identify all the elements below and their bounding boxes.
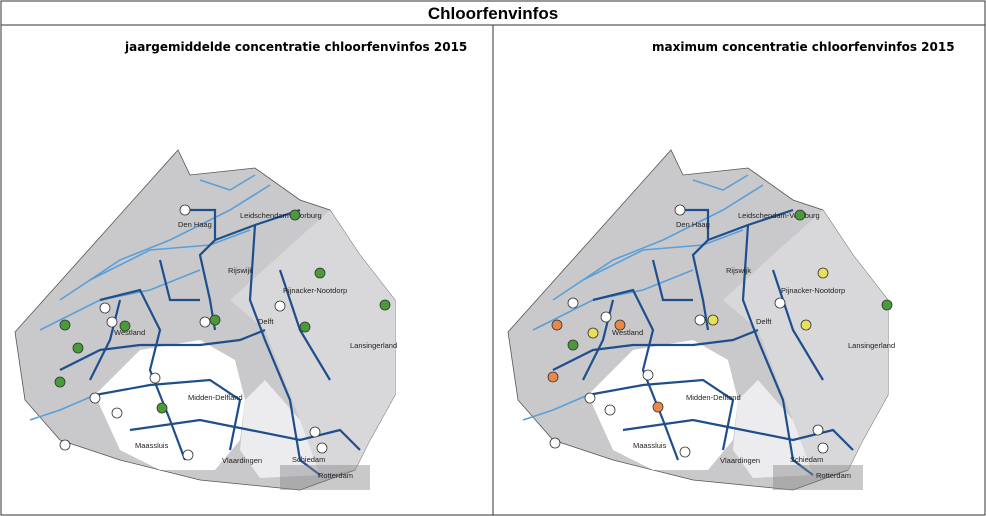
station <box>652 401 664 413</box>
station <box>774 297 786 309</box>
station <box>587 327 599 339</box>
station <box>149 372 161 384</box>
place-label: Delft <box>756 317 772 326</box>
place-label: Midden-Delfland <box>686 393 741 402</box>
place-label: Schiedam <box>292 455 325 464</box>
place-label: Den Haag <box>676 220 710 229</box>
station <box>604 404 616 416</box>
station <box>59 439 71 451</box>
place-label: Schiedam <box>790 455 823 464</box>
place-label: Vlaardingen <box>222 456 262 465</box>
station <box>119 320 131 332</box>
station <box>179 204 191 216</box>
station <box>209 314 221 326</box>
station <box>694 314 706 326</box>
place-label: Leidschendam-Voorburg <box>738 211 820 220</box>
place-label: Leidschendam-Voorburg <box>240 211 322 220</box>
place-label: Rijswijk <box>228 266 253 275</box>
station <box>794 209 806 221</box>
station <box>182 449 194 461</box>
place-label: Midden-Delfland <box>188 393 243 402</box>
title: Chloorfenvinfos <box>428 4 558 23</box>
station <box>800 319 812 331</box>
station <box>89 392 101 404</box>
place-label: Westland <box>114 328 145 337</box>
place-label: Maassluis <box>633 441 667 450</box>
station <box>309 426 321 438</box>
station <box>584 392 596 404</box>
place-label: Lansingerland <box>350 341 397 350</box>
panel-title: jaargemiddelde concentratie chloorfenvin… <box>124 40 467 54</box>
station <box>314 267 326 279</box>
station <box>274 300 286 312</box>
place-labels: Den Haag Leidschendam-Voorburg Rijswijk … <box>114 211 397 480</box>
station <box>679 446 691 458</box>
panel-title: maximum concentratie chloorfenvinfos 201… <box>652 40 955 54</box>
place-label: Den Haag <box>178 220 212 229</box>
place-label: Rotterdam <box>816 471 851 480</box>
station <box>614 319 626 331</box>
stations-mean <box>54 204 391 461</box>
station <box>99 302 111 314</box>
station <box>59 319 71 331</box>
station <box>812 424 824 436</box>
stations-max <box>547 204 893 458</box>
station <box>674 204 686 216</box>
station <box>106 316 118 328</box>
station <box>299 321 311 333</box>
station <box>547 371 559 383</box>
station <box>551 319 563 331</box>
station <box>156 402 168 414</box>
place-label: Rijswijk <box>726 266 751 275</box>
place-label: Vlaardingen <box>720 456 760 465</box>
station <box>316 442 328 454</box>
place-label: Maassluis <box>135 441 169 450</box>
station <box>881 299 893 311</box>
place-labels: Den Haag Leidschendam-Voorburg Rijswijk … <box>612 211 895 480</box>
station <box>54 376 66 388</box>
place-label: Westland <box>612 328 643 337</box>
station <box>707 314 719 326</box>
place-label: Lansingerland <box>848 341 895 350</box>
station <box>549 437 561 449</box>
station <box>567 339 579 351</box>
place-label: Rotterdam <box>318 471 353 480</box>
station <box>72 342 84 354</box>
station <box>567 297 579 309</box>
place-label: Pijnacker-Nootdorp <box>283 286 347 295</box>
station <box>289 209 301 221</box>
station <box>817 442 829 454</box>
station <box>642 369 654 381</box>
station <box>199 316 211 328</box>
station <box>600 311 612 323</box>
station <box>379 299 391 311</box>
station <box>817 267 829 279</box>
place-label: Delft <box>258 317 274 326</box>
station <box>111 407 123 419</box>
place-label: Pijnacker-Nootdorp <box>781 286 845 295</box>
